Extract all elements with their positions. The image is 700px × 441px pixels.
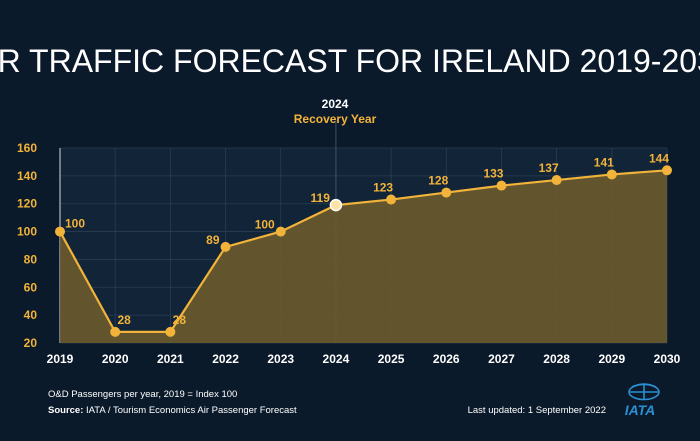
y-tick-label: 120	[17, 197, 37, 211]
data-point	[606, 169, 617, 180]
last-updated: Last updated: 1 September 2022	[468, 405, 606, 416]
source-text: IATA / Tourism Economics Air Passenger F…	[83, 405, 297, 416]
x-tick-label: 2026	[433, 352, 460, 366]
data-point	[329, 198, 343, 212]
data-point	[441, 187, 452, 198]
data-label: 119	[311, 191, 331, 205]
data-label: 133	[483, 167, 503, 181]
y-tick-label: 60	[24, 280, 38, 294]
data-point	[386, 194, 397, 205]
y-tick-label: 100	[17, 225, 37, 239]
x-tick-label: 2025	[378, 352, 405, 366]
y-tick-label: 40	[24, 308, 38, 322]
x-tick-label: 2028	[543, 352, 570, 366]
y-tick-label: 80	[24, 252, 38, 266]
x-tick-label: 2024	[323, 352, 350, 366]
data-marks: 100 28 28 89 100 119 123 128 133 137 141 144	[55, 151, 672, 337]
footnote: O&D Passengers per year, 2019 = Index 10…	[48, 389, 237, 400]
area-fill	[60, 170, 667, 343]
data-label: 141	[594, 155, 614, 169]
data-label: 128	[428, 174, 448, 188]
iata-logo: IATA	[625, 383, 660, 418]
x-tick-label: 2020	[102, 352, 129, 366]
chart-title: AIR TRAFFIC FORECAST FOR IRELAND 2019-20…	[0, 43, 700, 79]
logo-text: IATA	[625, 402, 656, 418]
axes: 20 40 60 80 100 120 140 160 2019 2020 2021 2022 2023…	[17, 141, 681, 366]
y-tick-label: 160	[17, 141, 37, 155]
x-tick-label: 2029	[598, 352, 625, 366]
highlight-caption: Recovery Year	[294, 112, 377, 126]
data-point	[165, 326, 176, 337]
x-tick-label: 2021	[157, 352, 184, 366]
data-point	[662, 165, 672, 176]
highlight-year-label: 2024	[322, 97, 349, 111]
data-point	[551, 175, 562, 186]
data-point	[110, 326, 121, 337]
data-point	[55, 226, 65, 237]
data-label: 28	[173, 313, 187, 327]
y-tick-label: 20	[24, 336, 38, 350]
source-line: Source: IATA / Tourism Economics Air Pas…	[48, 405, 297, 416]
y-tick-label: 140	[17, 169, 37, 183]
data-label: 28	[118, 313, 132, 327]
x-tick-label: 2030	[654, 352, 681, 366]
area-layer	[59, 169, 668, 343]
data-label: 123	[373, 181, 393, 195]
data-label: 144	[649, 151, 669, 165]
data-label: 100	[65, 217, 85, 231]
data-point	[275, 226, 286, 237]
data-label: 100	[255, 218, 275, 232]
globe-icon	[628, 383, 660, 401]
x-tick-label: 2023	[267, 352, 294, 366]
x-tick-label: 2022	[212, 352, 239, 366]
data-point	[220, 241, 231, 252]
source-label: Source:	[48, 405, 83, 416]
data-label: 137	[539, 161, 559, 175]
x-tick-label: 2019	[47, 352, 74, 366]
data-point	[496, 180, 507, 191]
data-label: 89	[206, 233, 220, 247]
x-tick-label: 2027	[488, 352, 515, 366]
series-line	[59, 169, 668, 333]
